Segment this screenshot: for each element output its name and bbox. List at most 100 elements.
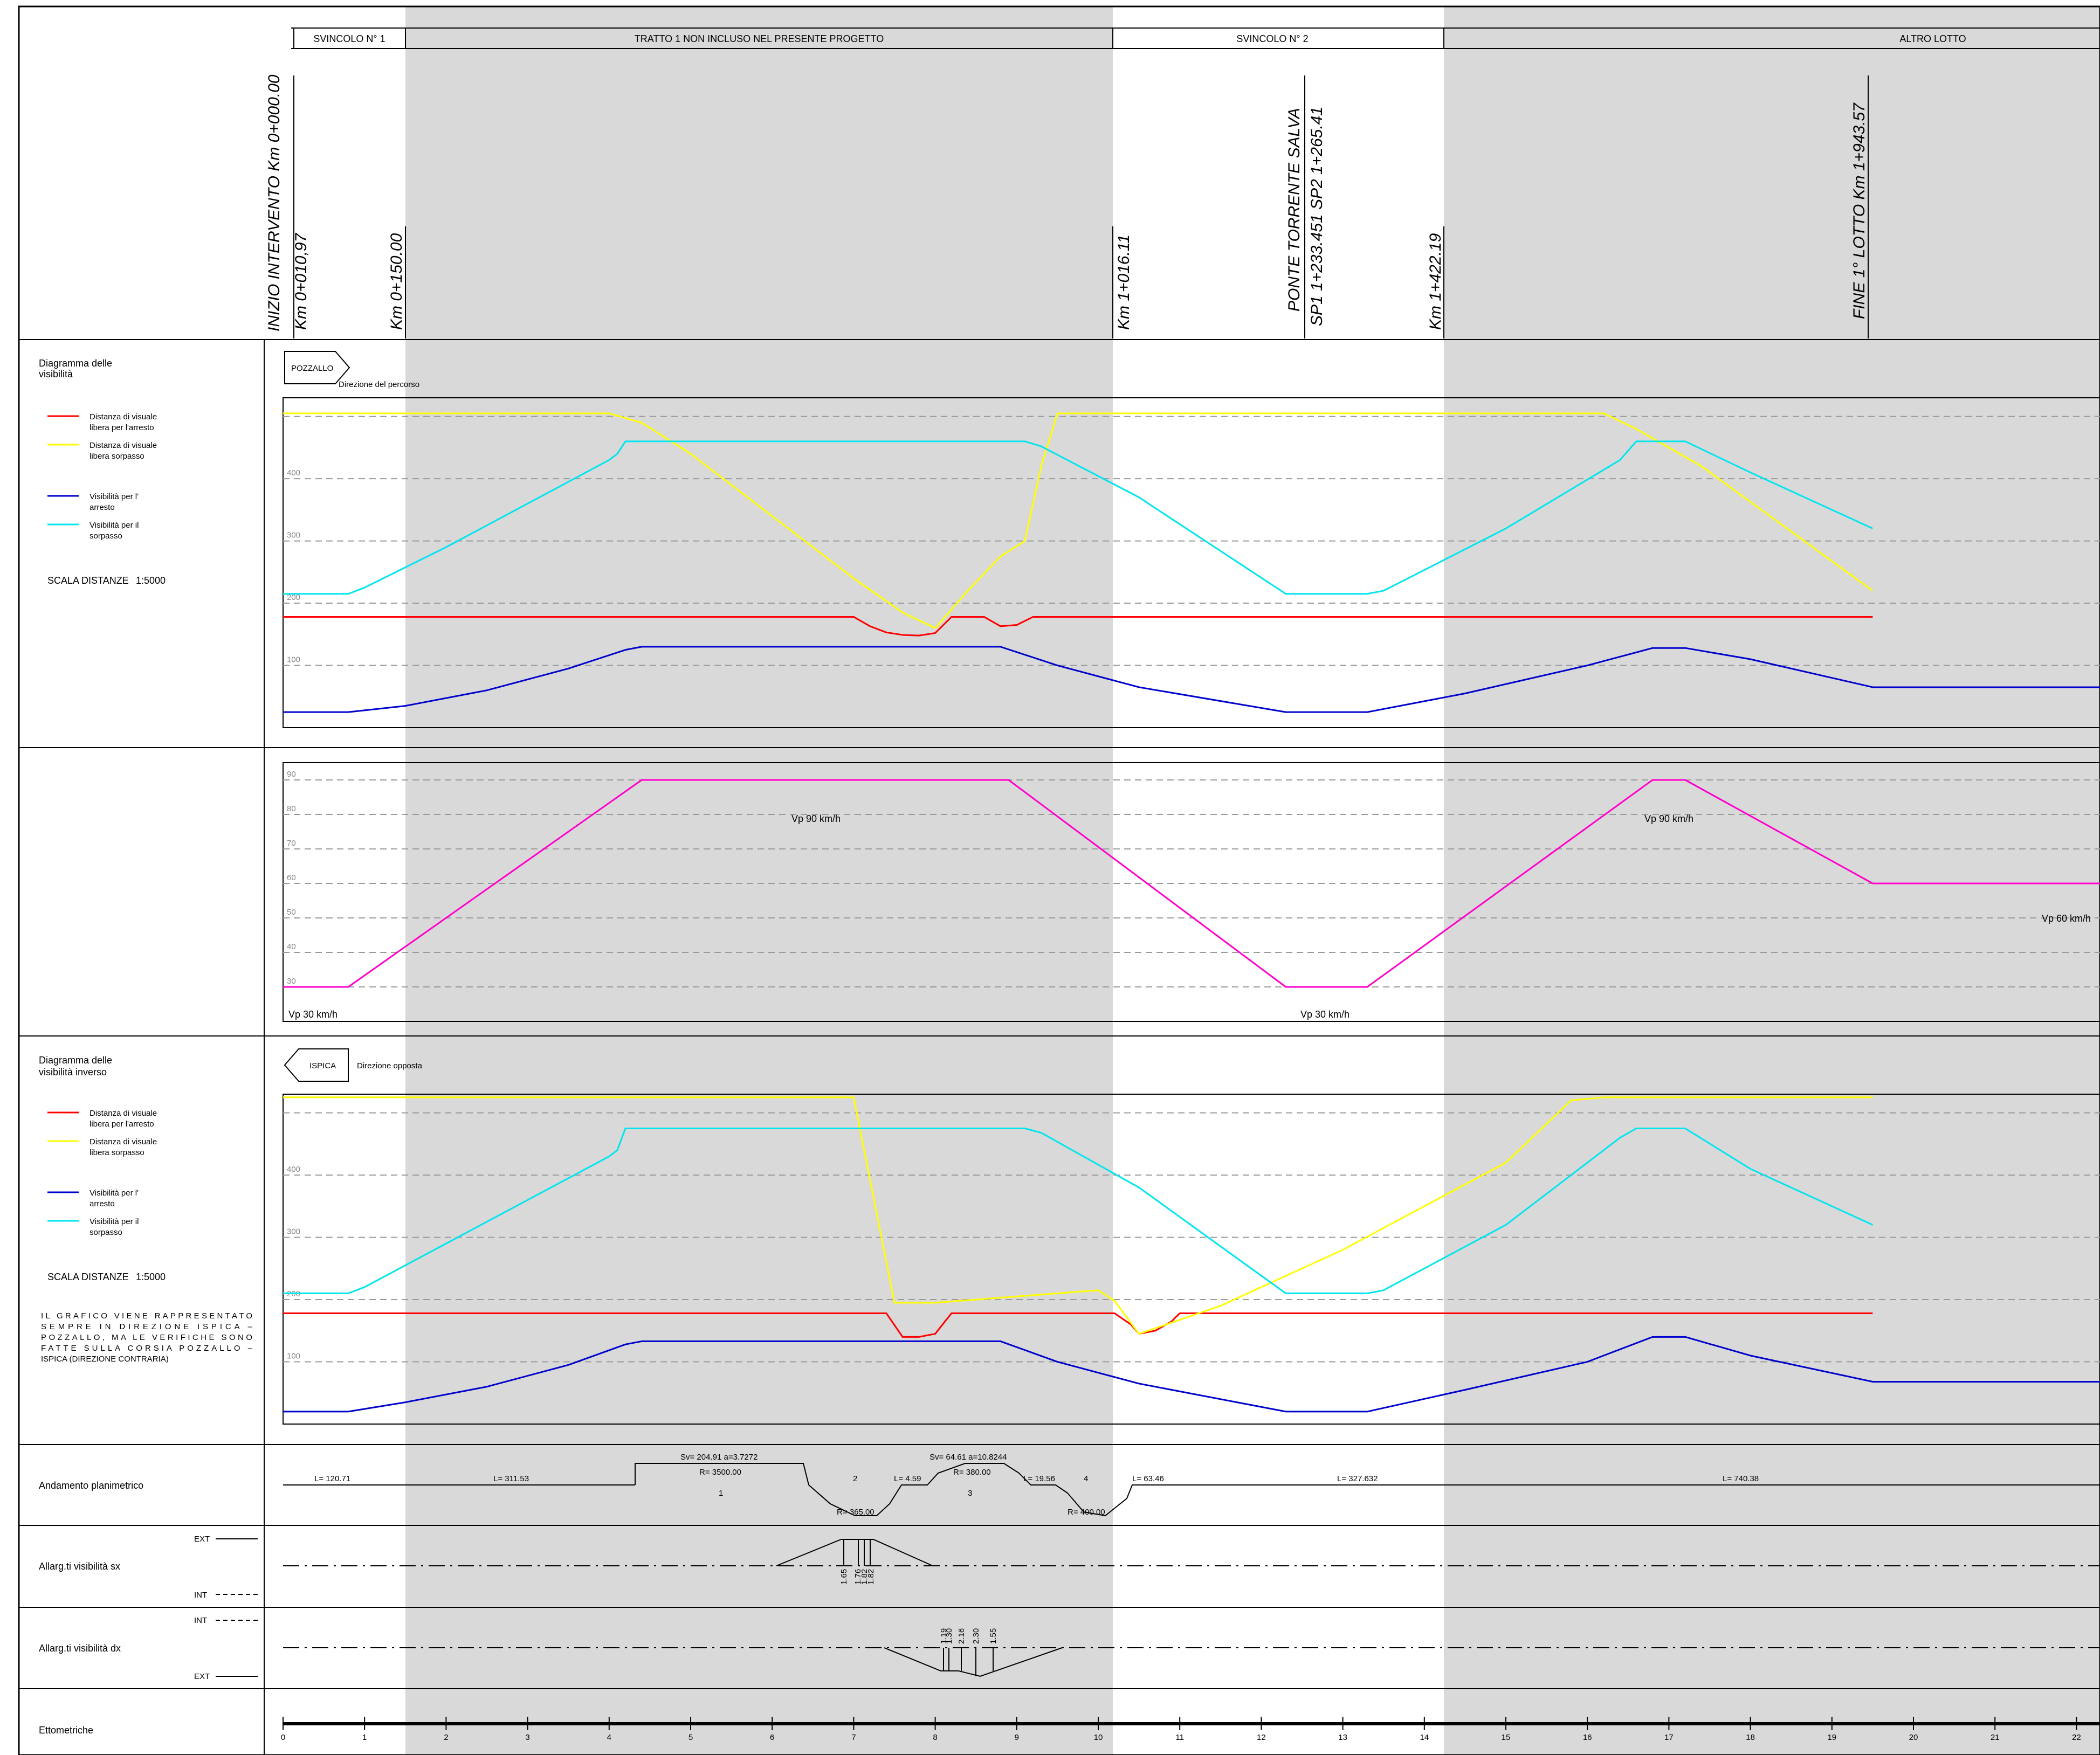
plan-label-14: L= 63.46 — [1132, 1474, 1164, 1483]
note-line-1: SEMPRE IN DIREZIONE ISPICA – — [41, 1322, 253, 1331]
legend-label: Distanza di visuale — [89, 412, 157, 422]
ettometric-label: 9 — [1015, 1733, 1019, 1742]
note-line-4: ISPICA (DIREZIONE CONTRARIA) — [41, 1355, 169, 1364]
plan-label-4: 1 — [719, 1489, 723, 1498]
ettometric-label: 13 — [1338, 1733, 1347, 1742]
planimetric-line — [283, 1463, 2100, 1517]
legend-label: libera per l'arresto — [89, 1120, 154, 1129]
y-tick-label: 300 — [287, 1227, 300, 1236]
series-line-2 — [283, 1336, 2100, 1413]
plan-label-13: R= 400.00 — [1068, 1508, 1105, 1517]
ettometric-label: 12 — [1257, 1733, 1266, 1742]
wr-value-3: 2.30 — [972, 1628, 981, 1644]
header-section-1: TRATTO 1 NON INCLUSO NEL PRESENTE PROGET… — [635, 33, 884, 44]
direction-tag-ispica: ISPICA — [309, 1061, 336, 1070]
ettometric-label: 18 — [1746, 1733, 1755, 1742]
y-tick-label: 30 — [287, 977, 296, 986]
ettometric-label: 15 — [1502, 1733, 1511, 1742]
legend-int-1: INT — [194, 1591, 207, 1600]
row-label-planimetric: Andamento planimetrico — [39, 1480, 143, 1491]
wl-value-3: 1.82 — [866, 1569, 876, 1585]
series-line-0 — [283, 779, 2100, 988]
legend-label: sorpasso — [89, 531, 122, 541]
series-line-0 — [283, 616, 1873, 637]
y-tick-label: 300 — [287, 531, 300, 540]
row-label-widening-left: Allarg.ti visibilità sx — [39, 1561, 120, 1572]
direction-tag-pozzallo: POZZALLO — [291, 364, 333, 373]
wr-value-1: 1.30 — [945, 1628, 954, 1644]
station-0-010: Km 0+010,97 — [292, 232, 310, 330]
plan-label-11: L= 19.56 — [1023, 1474, 1055, 1483]
legend-label: Distanza di visuale — [89, 1137, 157, 1146]
plan-label-6: R= 365.00 — [837, 1508, 875, 1517]
station-ponte-name: PONTE TORRENTE SALVA — [1285, 108, 1303, 312]
direction-arrow-ispica: ISPICA — [284, 1048, 349, 1082]
direction-arrow-pozzallo: POZZALLO — [284, 351, 350, 384]
speed-annot-2: Vp 30 km/h — [288, 1009, 338, 1020]
wr-value-4: 1.55 — [989, 1628, 998, 1644]
row-planimetric: Andamento planimetrico L= 120.71 L= 311.… — [39, 1453, 2100, 1517]
series-line-1 — [283, 412, 1874, 629]
panel-inverse: Diagramma delle visibilità inverso Diagr… — [39, 1048, 2100, 1425]
ettometric-label: 4 — [607, 1733, 611, 1742]
panel-speed: 30 40 50 60 70 80 90 Vp 90 km/h Vp 90 km/h Vp … — [283, 762, 2100, 1022]
plan-label-5: 2 — [853, 1474, 857, 1483]
wr-value-2: 2.16 — [957, 1628, 966, 1644]
legend-inverse: Distanza di visuale libera per l'arresto D… — [47, 1109, 157, 1237]
scale-value-1: 1:5000 — [136, 575, 166, 586]
legend-label: Distanza di visuale — [89, 441, 157, 450]
scale-value-2: 1:5000 — [136, 1272, 166, 1282]
ettometric-label: 20 — [1909, 1733, 1918, 1742]
panel-visibility-title-bound: Diagramma delle visibilità — [39, 358, 149, 369]
legend-label: Visibilità per l' — [89, 492, 139, 501]
chart-speed: 30 40 50 60 70 80 90 — [283, 770, 2100, 988]
header: SVINCOLO N° 1 TRATTO 1 NON INCLUSO NEL P… — [265, 27, 2100, 338]
legend-label: Distanza di visuale — [89, 1109, 157, 1118]
series-line-2 — [283, 646, 2100, 713]
zone-altro-lotto — [1444, 6, 2100, 1755]
y-tick-label: 100 — [287, 655, 300, 665]
row-label-ettometric: Ettometriche — [39, 1725, 93, 1736]
ettometric-label: 22 — [2072, 1733, 2081, 1742]
plan-label-16: L= 740.38 — [1723, 1474, 1759, 1483]
legend-label: Visibilità per il — [89, 1217, 139, 1226]
legend-ext-2: EXT — [194, 1672, 210, 1681]
panel-visibility-title-2: visibilità — [39, 369, 73, 379]
header-section-bars — [293, 28, 1444, 49]
ettometric-label: 11 — [1175, 1733, 1184, 1742]
ettometric-label: 6 — [770, 1733, 774, 1742]
y-tick-label: 400 — [287, 468, 300, 478]
wl-value-0: 1.65 — [839, 1569, 849, 1585]
plan-label-12: 4 — [1084, 1474, 1088, 1483]
plan-label-15: L= 327.632 — [1337, 1474, 1378, 1483]
ettometric-ticks: 0 1 2 3 4 5 6 7 8 9 10 11 12 13 14 15 16 17 18 19 20 21 22 — [281, 1717, 2081, 1742]
y-tick-label: 100 — [287, 1352, 300, 1361]
y-tick-label: 80 — [287, 804, 296, 813]
y-tick-label: 90 — [287, 770, 296, 779]
station-ponte-km: SP1 1+233.451 SP2 1+265.41 — [1308, 107, 1326, 326]
series-line-3 — [283, 1128, 1874, 1295]
legend-label: libera per l'arresto — [89, 423, 154, 432]
direction-label-2: Direzione opposta — [357, 1061, 423, 1070]
legend-label: Visibilità per il — [89, 521, 139, 530]
y-tick-label: 200 — [287, 593, 300, 602]
note-line-3: FATTE SULLA CORSIA POZZALLO – — [41, 1344, 253, 1353]
legend-label: Visibilità per l' — [89, 1189, 139, 1198]
ettometric-label: 16 — [1583, 1733, 1592, 1742]
header-section-0: SVINCOLO N° 1 — [313, 33, 385, 44]
row-label-widening-right: Allarg.ti visibilità dx — [39, 1643, 121, 1654]
legend-label: arresto — [89, 1199, 115, 1208]
scale-label-1: SCALA DISTANZE — [47, 575, 129, 586]
speed-annot-0: Vp 90 km/h — [791, 813, 841, 824]
ettometric-label: 10 — [1094, 1733, 1103, 1742]
legend-label: sorpasso — [89, 1228, 122, 1237]
plan-label-8: Sv= 64.61 a=10.8244 — [929, 1453, 1007, 1462]
panel-inverse-title-2: visibilità inverso — [39, 1067, 107, 1077]
ettometric-label: 17 — [1664, 1733, 1674, 1742]
series-line-0 — [283, 1312, 1873, 1338]
sheet-frame — [18, 5, 2100, 1755]
row-ettometric: Ettometriche 0 1 2 3 4 5 6 7 8 9 10 11 12 13 14 15 16 17 1… — [39, 1717, 2100, 1742]
row-widening-right: Allarg.ti visibilità dx INT EXT 1.19 1.3… — [39, 1616, 2100, 1681]
